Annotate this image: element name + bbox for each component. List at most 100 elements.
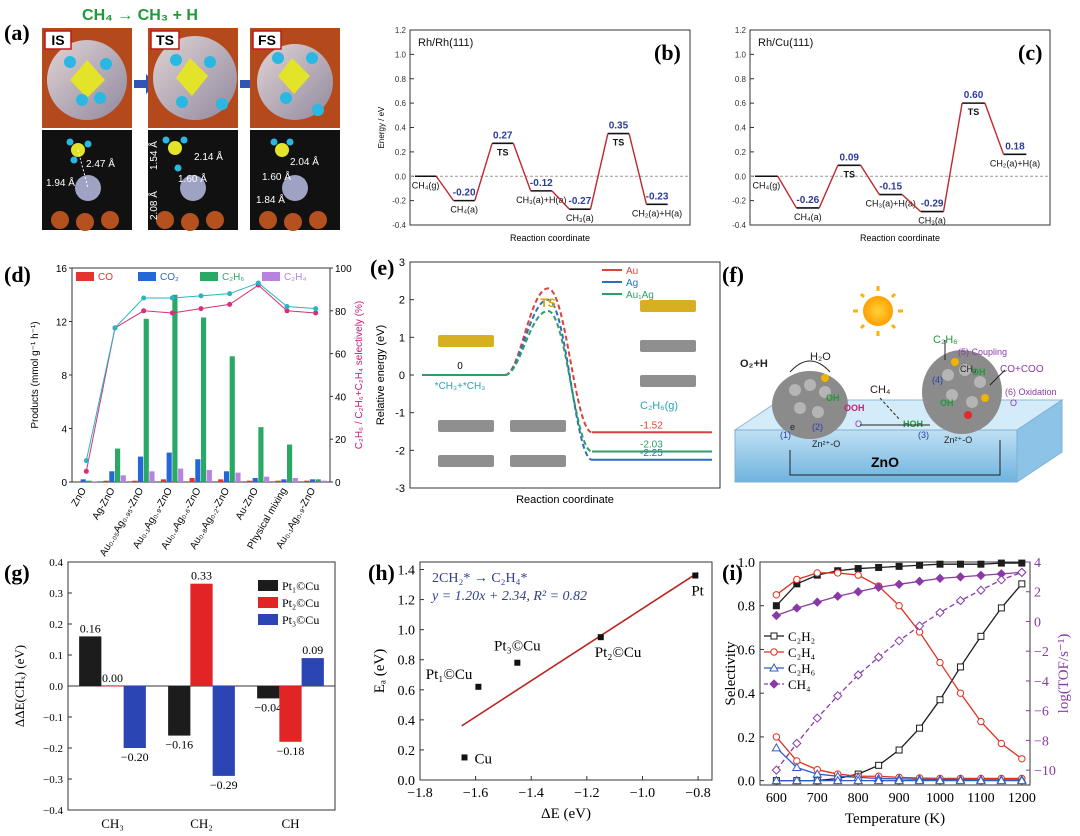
bar-1 — [190, 583, 213, 686]
chart-i: 600 700 800 900 1000 1100 1200 0.0 0.2 0.4 0.6 0.8 1… — [723, 556, 1072, 827]
label-oh-1: OH — [826, 393, 840, 403]
bar-CH — [229, 356, 235, 482]
series-point — [955, 775, 966, 785]
legend-label: C₂H₄ — [284, 272, 306, 283]
series-point — [812, 597, 822, 607]
ts-distance-4: 1.60 Å — [178, 172, 207, 185]
series-point — [873, 775, 884, 785]
energy-value-label: 0.18 — [1005, 141, 1025, 152]
series-point — [976, 585, 986, 595]
legend-label: C₂H₄ — [788, 645, 816, 660]
y-tick-label: 0.6 — [398, 684, 416, 699]
y-tick-label: 0.4 — [398, 714, 416, 729]
series-point — [976, 570, 986, 581]
surface-slab — [640, 300, 696, 312]
line-point — [141, 295, 147, 301]
label-step-3: (3) — [918, 430, 929, 440]
bar-1 — [101, 686, 124, 687]
bar-value-label: 0.16 — [80, 621, 101, 635]
bar-CO — [309, 479, 316, 482]
line-point — [141, 308, 147, 314]
legend-label: Pt₂©Cu — [282, 596, 319, 610]
bar-CH — [201, 317, 207, 482]
series-point — [997, 739, 1006, 748]
bar-CH — [149, 471, 155, 482]
y-tick-label: 0.4 — [735, 124, 747, 133]
legend-swatch — [76, 272, 94, 281]
panel-label-h: (h) — [368, 560, 395, 585]
state-label: CH₄(g) — [753, 180, 781, 190]
series-point — [936, 560, 944, 568]
y-tick-label: 0.0 — [49, 681, 63, 693]
panel-f: (f) ZnO O₂+H H₂O CH₄ C₂H₆ CH₃ (5) Coupli… — [722, 262, 1064, 483]
label-electron: e — [790, 422, 795, 432]
label-ch4: CH₄ — [870, 384, 891, 396]
y-tick-label: 0.2 — [398, 744, 416, 759]
state-label: CH₄(a) — [794, 212, 822, 222]
bar-CO — [195, 459, 201, 482]
x-tick-label: −0.8 — [685, 786, 710, 801]
bar-value-label: 0.09 — [302, 643, 323, 657]
series-point — [894, 636, 904, 646]
state-label: CH₃(a)+H(a) — [516, 195, 566, 205]
reaction-label: 2CH₂* → C₂H₄* — [432, 571, 528, 586]
series-point — [895, 602, 903, 610]
bar-CH — [235, 472, 241, 482]
legend-label: CO₂ — [160, 272, 179, 283]
series-point — [936, 658, 944, 667]
series-point — [977, 632, 985, 640]
pathway-Ag — [504, 298, 593, 461]
series-point — [873, 582, 884, 592]
bar-CO — [246, 480, 253, 482]
y-tick-label: 0.2 — [49, 619, 63, 631]
chart-c: -0.4 -0.2 0.0 0.2 0.4 0.6 0.8 1.0 1.2 Rh/Cu(111) R… — [732, 26, 1051, 243]
is-side-metal — [75, 175, 101, 201]
data-point — [461, 754, 468, 761]
state-label: CH₃(a) — [918, 216, 946, 226]
panel-label-c: (c) — [1018, 40, 1042, 65]
series-point — [935, 573, 945, 584]
data-point — [475, 683, 482, 690]
legend-label: CO — [98, 272, 113, 283]
y-tick-label: 0 — [399, 370, 405, 382]
chart-b: -0.4 -0.2 0.0 0.2 0.4 0.6 0.8 1.0 1.2 Rh/Rh(111) E… — [377, 26, 691, 243]
point-label: Cu — [474, 751, 492, 767]
y2-tick-label: 2 — [1034, 586, 1041, 601]
energy-connector — [984, 102, 1005, 155]
point-label: Pt₁©Cu — [426, 667, 473, 683]
y-tick-label: 1.0 — [395, 50, 407, 59]
series-point — [832, 775, 843, 785]
series-point — [771, 742, 782, 752]
y-axis-label: Eₐ (eV) — [372, 649, 388, 694]
y-tick-label: 0.2 — [395, 148, 407, 157]
is-distance-2: 1.94 Å — [46, 176, 75, 189]
final-state-label: C₂H₆(g) — [640, 400, 678, 412]
label-o2h: O₂+H — [740, 358, 768, 370]
is-distance-1: 2.47 Å — [86, 157, 115, 170]
y2-tick-label: −10 — [1034, 764, 1056, 779]
series-point — [812, 775, 823, 785]
state-fs: FS 2.04 Å 1.60 Å 1.84 Å — [250, 28, 340, 231]
legend-label: Au₁Ag — [626, 290, 654, 301]
state-label: TS — [613, 138, 625, 148]
plot-frame — [749, 29, 1051, 226]
y-tick-label: 0.0 — [738, 775, 756, 790]
line-point — [313, 310, 319, 316]
x-tick-label: −1.4 — [519, 786, 544, 801]
series-point — [833, 591, 843, 601]
x-tick-label: 1200 — [1008, 791, 1036, 806]
zno-slab-side — [1016, 399, 1063, 483]
y-axis-label: ΔΔE(CHₓ) (eV) — [12, 645, 27, 727]
y-tick-label: 0.0 — [735, 172, 747, 181]
chart-title: Rh/Rh(111) — [418, 37, 473, 49]
y-tick-label: 0.4 — [49, 557, 63, 569]
series-point — [894, 579, 904, 590]
legend-swatch — [262, 272, 280, 281]
state-label: TS — [968, 107, 980, 117]
bar-CO — [218, 479, 224, 482]
energy-value-label: -0.15 — [879, 182, 902, 193]
bar-CH — [86, 480, 92, 482]
bar-value-label: 0.00 — [102, 671, 123, 685]
series-point — [812, 713, 822, 723]
state-label: TS — [843, 169, 855, 179]
